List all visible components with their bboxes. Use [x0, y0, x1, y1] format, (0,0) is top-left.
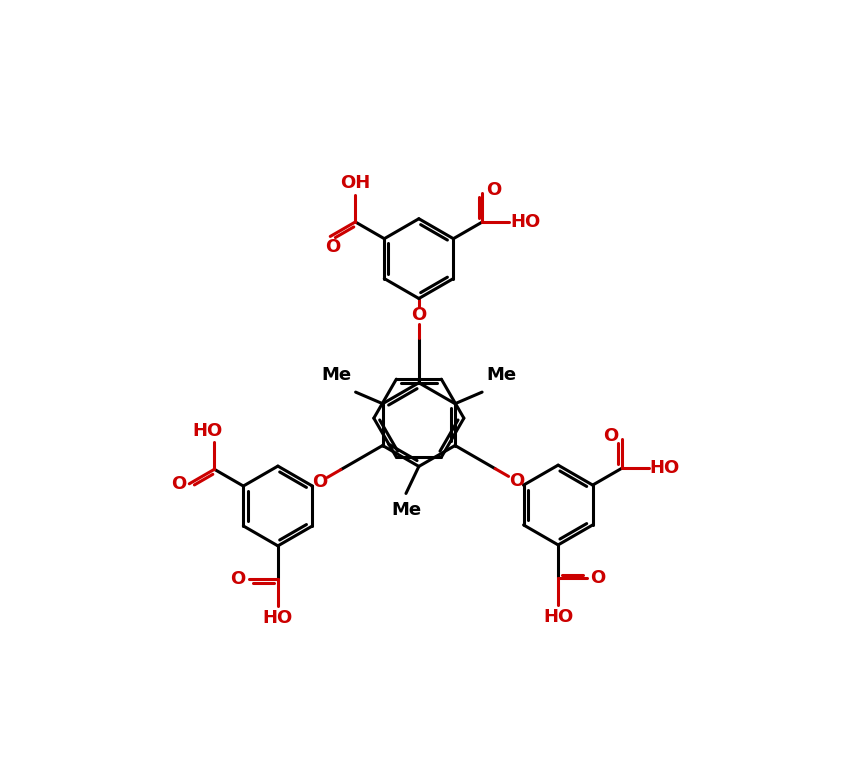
Text: HO: HO — [650, 459, 680, 477]
Text: O: O — [603, 427, 619, 445]
Text: O: O — [590, 570, 606, 587]
Text: O: O — [312, 473, 327, 491]
Text: HO: HO — [510, 213, 541, 231]
Text: Me: Me — [321, 367, 351, 384]
Text: O: O — [509, 472, 524, 490]
Text: Me: Me — [486, 367, 516, 384]
Text: O: O — [231, 571, 246, 588]
Text: O: O — [325, 238, 340, 256]
Text: Me: Me — [391, 501, 421, 519]
Text: HO: HO — [193, 422, 223, 440]
Text: OH: OH — [340, 174, 370, 192]
Text: HO: HO — [543, 608, 573, 626]
Text: HO: HO — [263, 609, 293, 627]
Text: O: O — [486, 181, 501, 199]
Text: O: O — [171, 475, 186, 493]
Text: O: O — [411, 306, 427, 324]
